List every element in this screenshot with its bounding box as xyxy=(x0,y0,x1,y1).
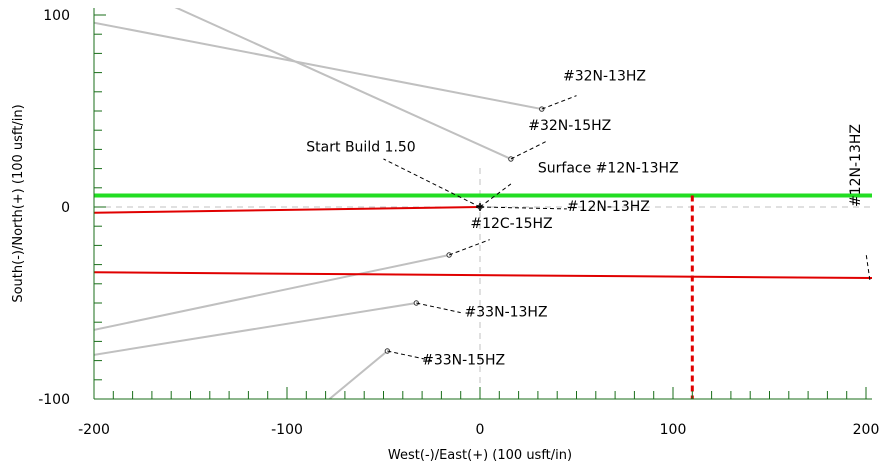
annotation-leader xyxy=(416,302,461,314)
y-tick-label: 0 xyxy=(61,200,70,216)
annotation-label: #12C-15HZ xyxy=(470,216,552,232)
annotation-leader xyxy=(383,158,481,208)
annotation-leader xyxy=(541,95,577,110)
y-tick-label: 100 xyxy=(43,8,70,24)
x-axis-label: West(-)/East(+) (100 usft/in) xyxy=(388,448,572,463)
annotation-label: #32N-13HZ xyxy=(563,68,646,84)
x-tick-label: 200 xyxy=(853,422,880,438)
annotation-label: #12N-13HZ xyxy=(567,199,650,215)
y-tick-label: -100 xyxy=(38,392,70,408)
x-tick-label: 100 xyxy=(660,422,687,438)
series-line-1 xyxy=(94,21,542,111)
annotation-label: Start Build 1.50 xyxy=(306,139,415,155)
y-axis-label: South(-)/North(+) (100 usft/in) xyxy=(11,104,26,302)
annotation-leader xyxy=(479,206,567,210)
annotation-label: Surface #12N-13HZ xyxy=(538,160,679,176)
x-tick-label: -100 xyxy=(271,422,303,438)
x-tick-label: 0 xyxy=(476,422,485,438)
series-line-5 xyxy=(328,350,388,399)
series-line-4 xyxy=(94,302,417,356)
annotation-label: #33N-13HZ xyxy=(465,304,548,320)
annotation-label: #33N-15HZ xyxy=(422,352,505,368)
annotation-leader xyxy=(387,350,432,362)
annotation-leader xyxy=(510,141,546,160)
x-tick-label: -200 xyxy=(78,422,110,438)
annotation-leader xyxy=(865,253,871,281)
series-line-6 xyxy=(94,206,481,214)
series-line-3 xyxy=(94,254,450,331)
annotation-leader xyxy=(448,239,490,256)
series-line-7 xyxy=(94,271,872,280)
series-line-2 xyxy=(174,8,512,160)
annotation-label: #32N-15HZ xyxy=(528,118,611,134)
annotation-label: #12N-13HZ xyxy=(848,124,864,207)
